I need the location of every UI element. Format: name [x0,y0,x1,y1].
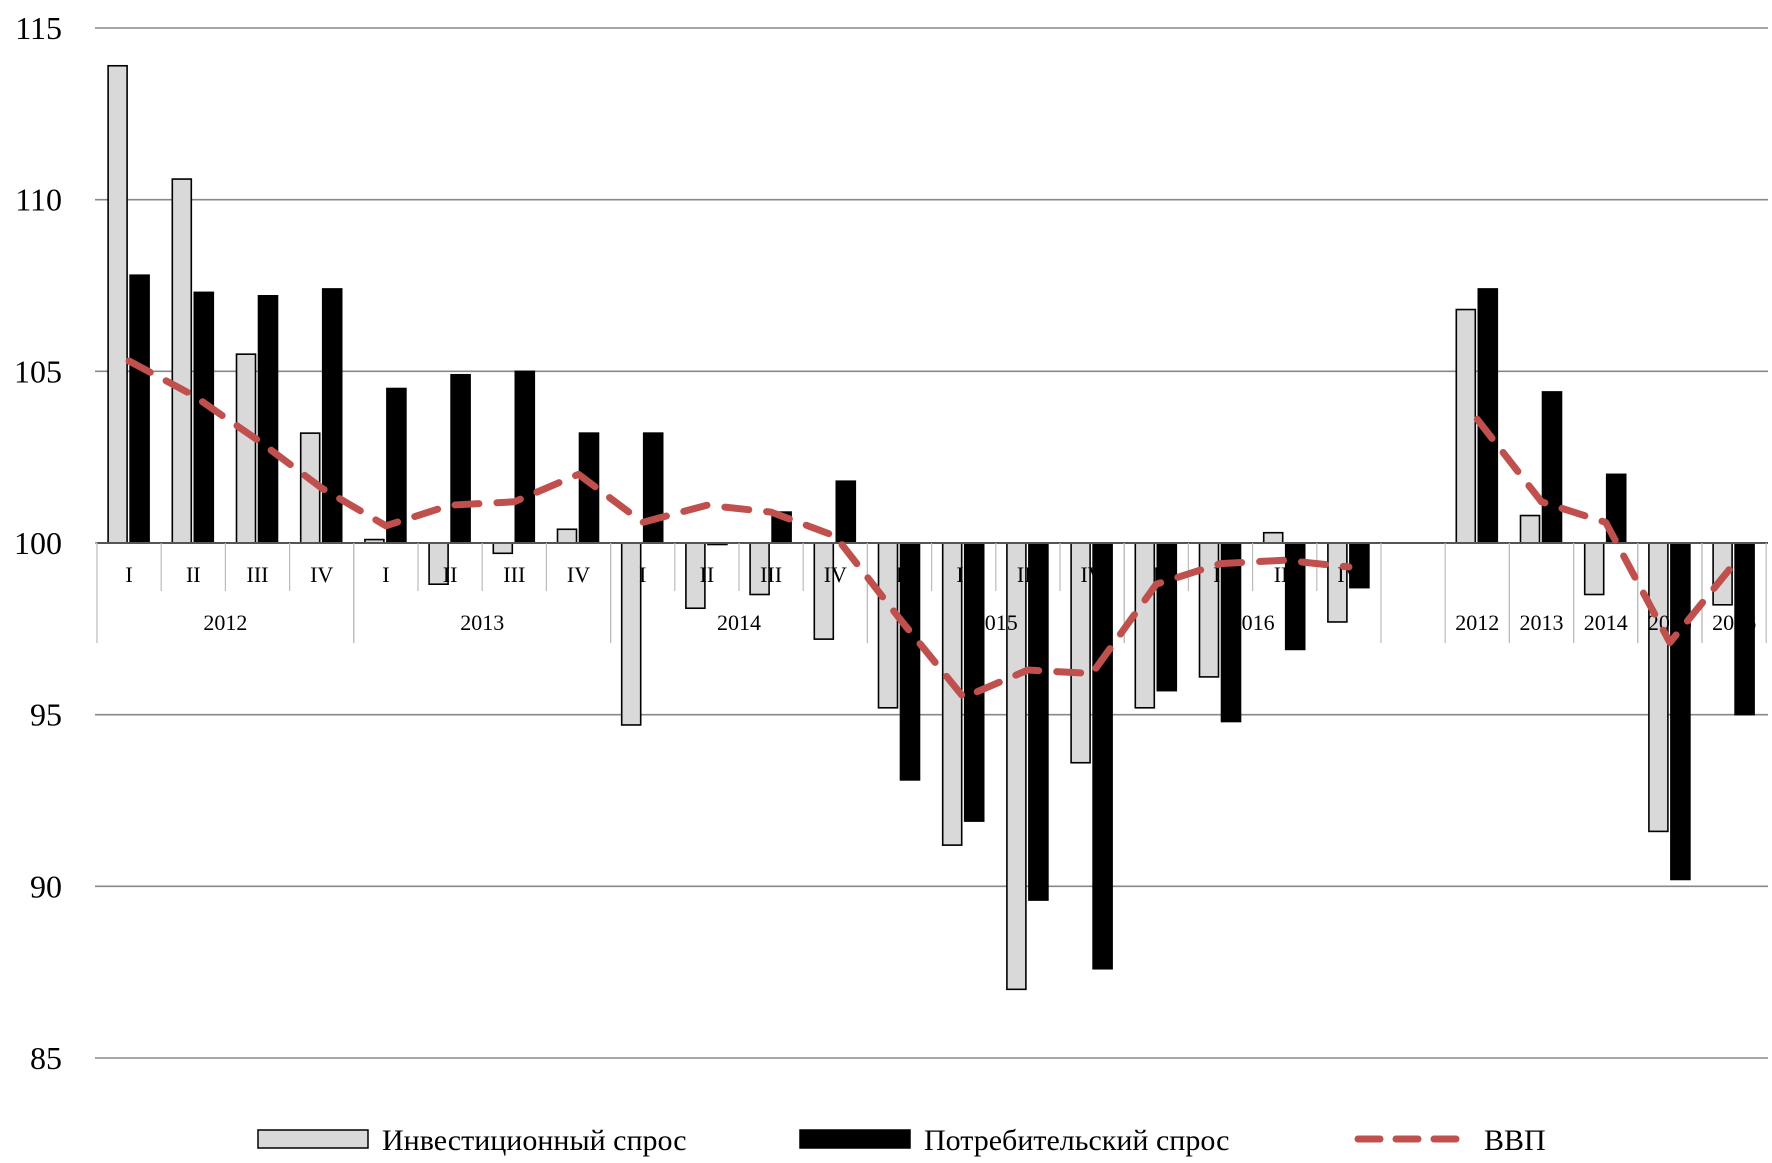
x-group-label: 2014 [717,610,761,635]
gdp-line-segment [1473,415,1738,647]
x-tick-label: III [503,562,525,587]
x-group-label: 2013 [1520,610,1564,635]
bar-consumer [1541,391,1563,544]
y-tick-label: 115 [15,10,62,46]
legend: Инвестиционный спрос Потребительский спр… [257,1124,1546,1157]
bar-investment [877,542,899,709]
x-tick-label: IV [824,562,847,587]
y-tick-label: 95 [30,697,62,733]
gdp-line-segment [125,357,1353,701]
bar-consumer [642,432,664,544]
x-group-label: 2016 [1712,610,1756,635]
x-tick-label: I [125,562,132,587]
bar-consumer [257,294,279,544]
bar-investment [1648,542,1669,833]
x-tick-label: II [956,562,971,587]
x-tick-label: III [1017,562,1039,587]
bar-investment [235,353,257,544]
y-tick-label: 85 [30,1040,62,1076]
x-tick-label: IV [310,562,333,587]
x-group-label: 2013 [460,610,504,635]
y-tick-label: 100 [14,525,62,561]
bar-investment [171,178,193,544]
bars [107,64,1755,991]
bar-investment [813,542,835,640]
x-group-label: 2015 [974,610,1018,635]
category-axis: I II III IV I II III IV I II III IV I II III IV I II III IV… [96,542,1768,643]
x-group-label: 2012 [203,610,247,635]
y-axis-tick-labels: 85 90 95 100 105 110 115 [14,10,62,1076]
bar-consumer [899,542,921,781]
bar-investment [1519,514,1541,544]
bar-consumer [1670,542,1691,881]
bar-investment [1262,531,1284,544]
bar-investment [1455,308,1477,544]
x-tick-label: I [1153,562,1160,587]
x-tick-label: IV [567,562,590,587]
y-tick-label: 110 [15,182,62,218]
x-tick-label: III [247,562,269,587]
x-tick-label: II [700,562,715,587]
bar-consumer [514,370,536,544]
x-tick-label: II [443,562,458,587]
legend-swatch-investment [257,1129,369,1149]
bar-investment [556,528,578,544]
bar-investment [1134,542,1156,709]
x-tick-label: II [186,562,201,587]
x-tick-label: III [1274,562,1296,587]
legend-label-investment: Инвестиционный спрос [382,1124,687,1157]
x-tick-label: II [1213,562,1228,587]
x-tick-label: I [896,562,903,587]
bar-consumer [129,274,150,544]
bar-consumer [835,480,857,544]
x-tick-label: I [639,562,646,587]
legend-swatch-consumer [799,1129,911,1149]
x-group-label: 2014 [1584,610,1628,635]
x-tick-label: I [382,562,389,587]
x-tick-label: IV [1080,562,1103,587]
bar-investment [107,64,128,544]
bar-consumer [450,373,471,544]
bar-investment [1583,542,1605,596]
x-group-label: 2016 [1231,610,1275,635]
legend-label-consumer: Потребительский спрос [924,1124,1229,1157]
bar-investment [492,542,514,555]
bar-consumer [1028,542,1049,901]
x-group-label: 2012 [1455,610,1499,635]
bar-consumer [1477,288,1499,544]
legend-label-gdp: ВВП [1484,1124,1546,1157]
x-tick-label: III [760,562,782,587]
y-tick-label: 105 [14,353,62,389]
bar-consumer [193,291,215,544]
y-tick-label: 90 [30,868,62,904]
bar-consumer [321,288,343,544]
bar-consumer [1156,542,1178,692]
bar-investment [620,542,642,726]
bar-consumer [1092,542,1113,970]
gdp-line [125,357,1738,701]
